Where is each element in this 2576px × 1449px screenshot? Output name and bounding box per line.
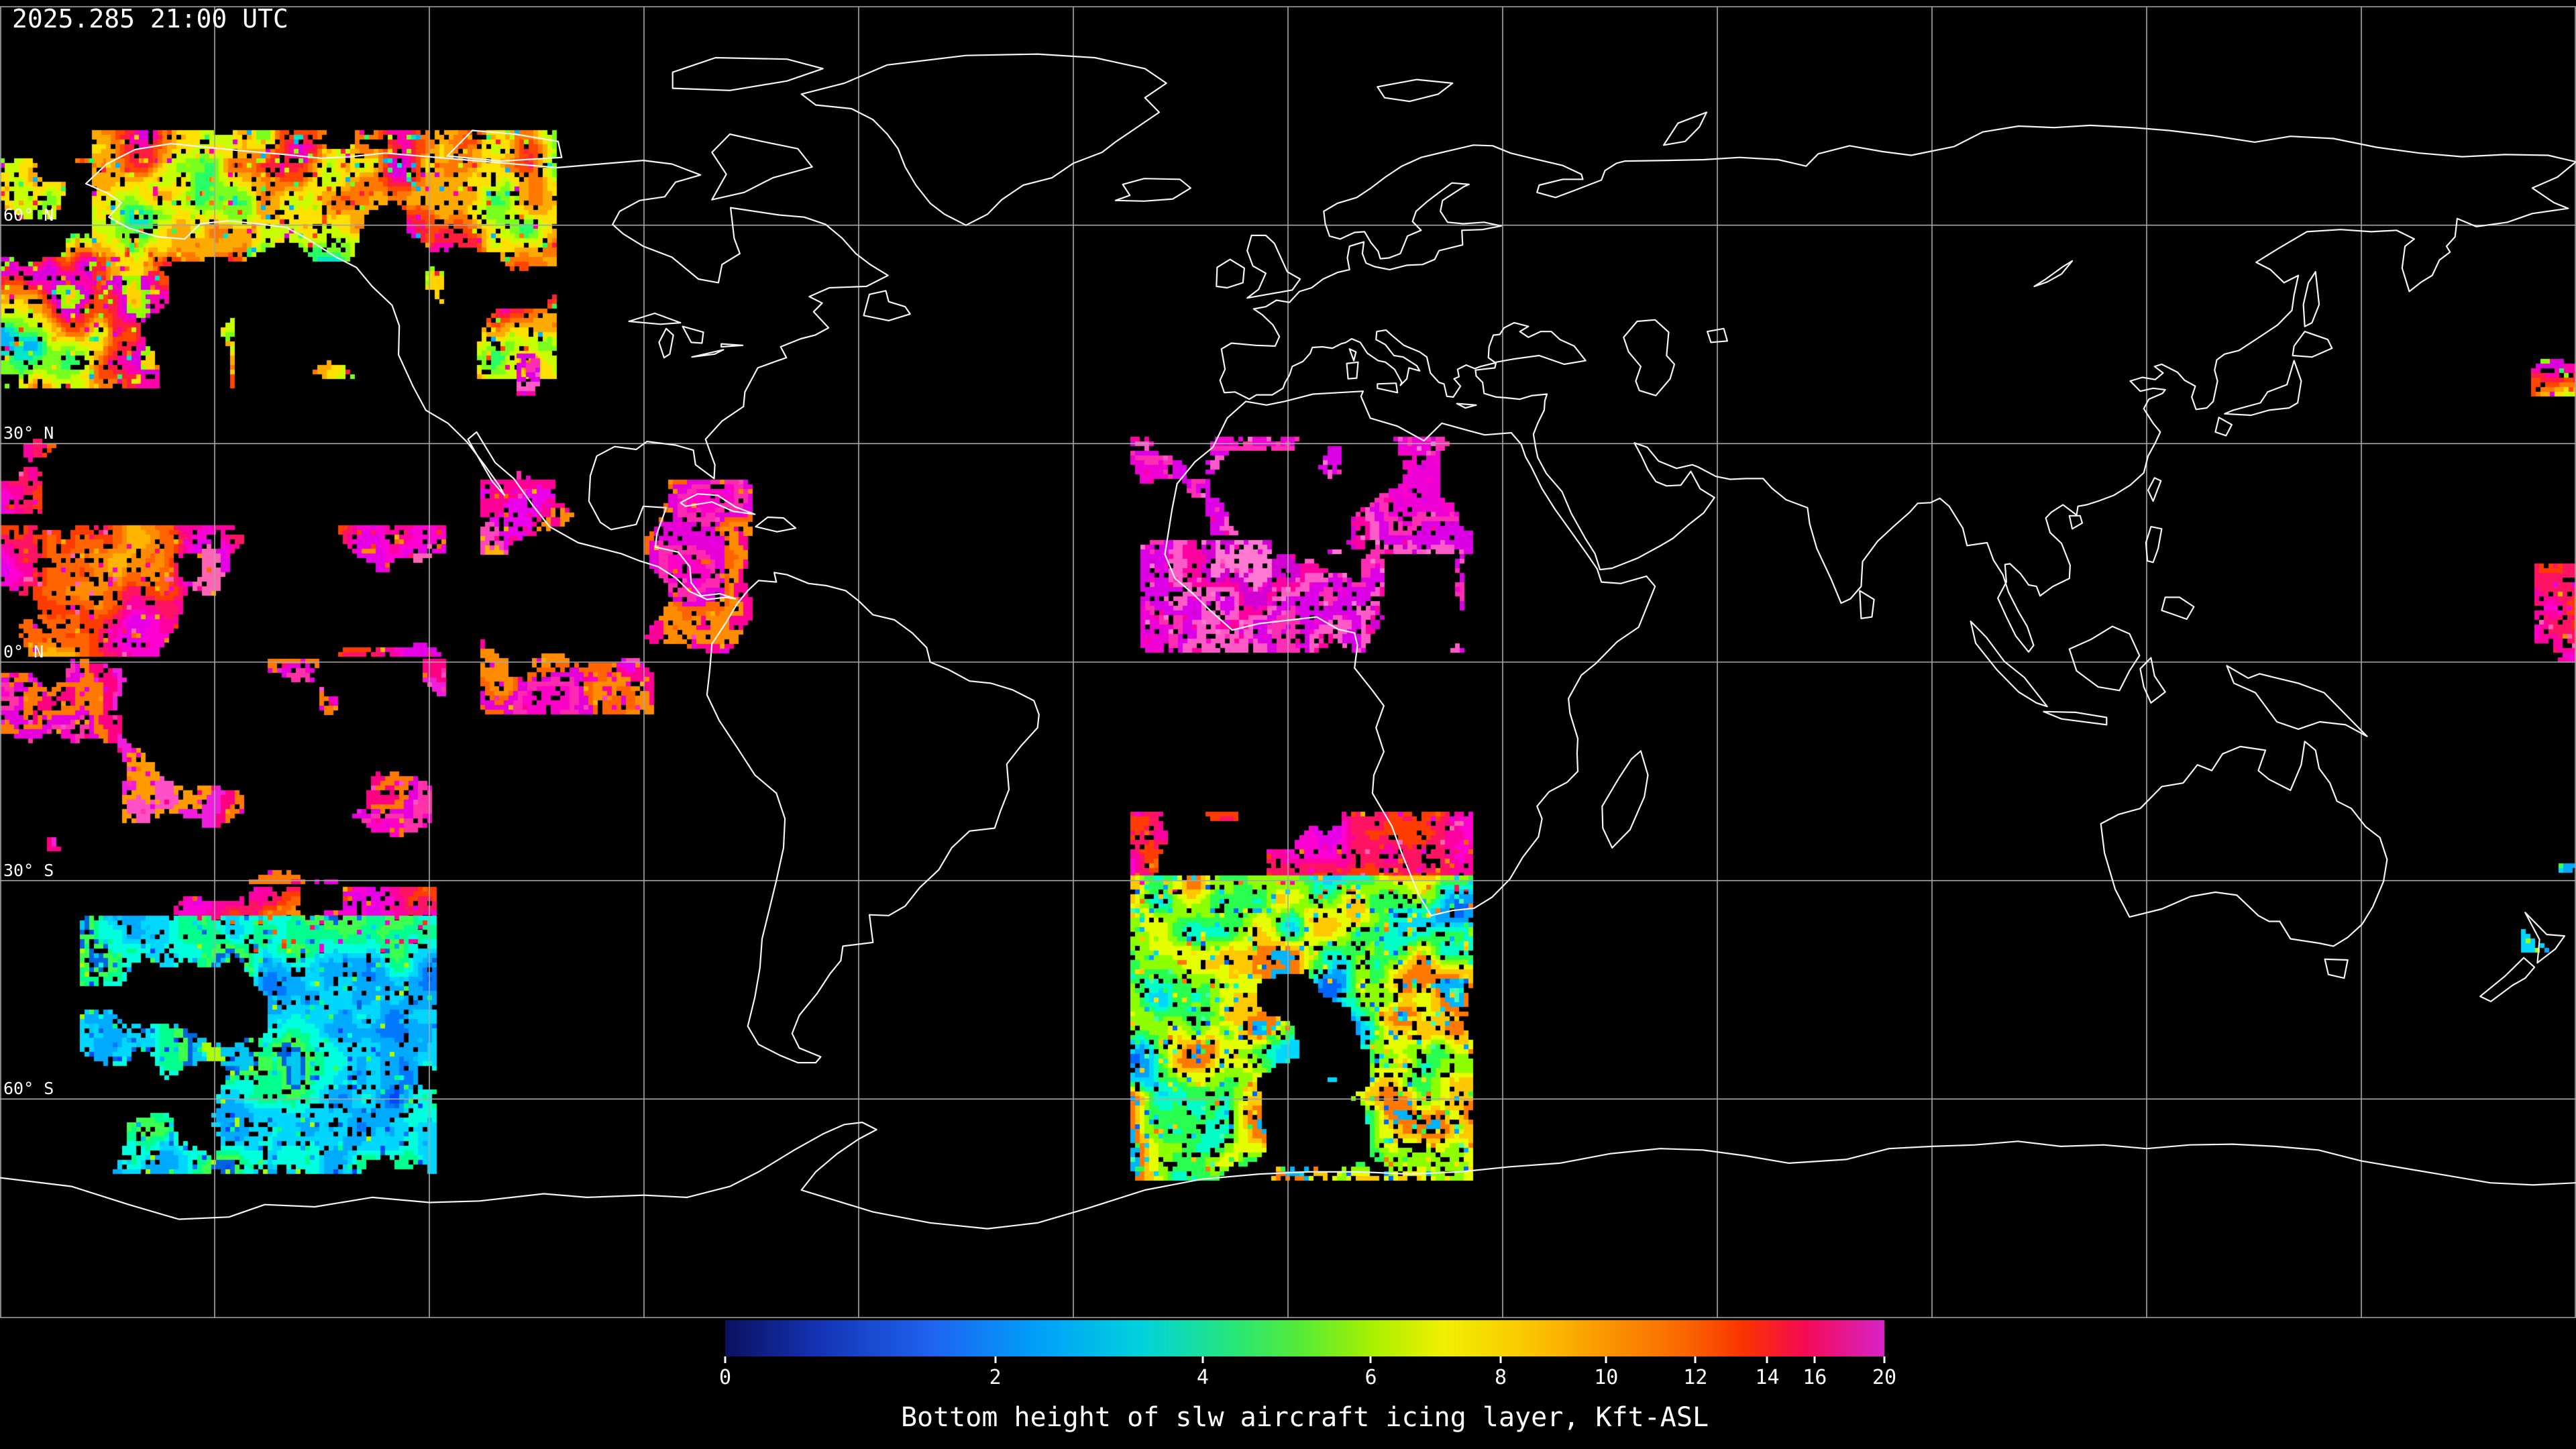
colorbar-tick-label: 14 <box>1755 1366 1780 1389</box>
coastline-lake-superior <box>628 312 682 325</box>
colorbar-tick-mark <box>1694 1356 1697 1363</box>
coastline-lake-huron <box>682 325 704 344</box>
coastline-java <box>2043 710 2108 726</box>
coastline-sri-lanka <box>1859 590 1875 620</box>
coastline-lake-michigan <box>658 327 674 359</box>
coastline-new-guinea <box>2226 665 2368 737</box>
coastline-taiwan <box>2147 477 2162 502</box>
colorbar-gradient <box>725 1320 1884 1356</box>
colorbar-tick-label: 16 <box>1803 1366 1827 1389</box>
lat-label--60: 60° S <box>3 1079 54 1099</box>
coastline-lake-baikal <box>2033 260 2074 287</box>
colorbar-tick-mark <box>1766 1356 1768 1363</box>
colorbar-tick-label: 20 <box>1872 1366 1897 1389</box>
coastline-borneo <box>2068 625 2141 692</box>
coastline-north-america <box>85 143 889 600</box>
coastline-ireland <box>1216 258 1246 289</box>
coastline-crete <box>1456 402 1477 409</box>
coastline-caspian-sea <box>1623 319 1676 396</box>
coastline-novaya-zemlya <box>1662 111 1708 146</box>
coastline-hispaniola <box>755 516 797 533</box>
coastline-eurasia <box>1219 124 2576 653</box>
coastline-sakhalin <box>2302 271 2320 327</box>
timestamp: 2025.285 21:00 UTC <box>12 4 288 34</box>
coastline-ellesmere-island <box>672 56 824 91</box>
coastline-africa <box>1164 390 1656 916</box>
coastline-honshu <box>2224 360 2302 417</box>
colorbar-tick-mark <box>1499 1356 1502 1363</box>
colorbar-tick-mark <box>994 1356 997 1363</box>
coastline-britain <box>1246 234 1301 299</box>
coastline-hainan <box>2068 515 2084 530</box>
coastline-sicily <box>1377 382 1399 394</box>
colorbar-tick-label: 6 <box>1364 1366 1377 1389</box>
lat-label-60: 60° N <box>3 205 54 225</box>
lat-label-30: 30° N <box>3 423 54 443</box>
coastline-baffin-island <box>711 133 813 201</box>
coastline-sardinia <box>1346 361 1359 380</box>
coastline-hokkaido <box>2292 331 2333 358</box>
coastline-sumatra <box>1970 621 2048 708</box>
coastline-svalbard <box>1377 78 1454 103</box>
coastline-lake-erie <box>691 349 724 358</box>
lat-label--30: 30° S <box>3 860 54 880</box>
colorbar-ticks: 0 2 4 6 8 10 12 14 16 20 <box>719 1356 1896 1399</box>
colorbar-title: Bottom height of slw aircraft icing laye… <box>900 1402 1709 1433</box>
coastline-iceland <box>1114 178 1192 202</box>
colorbar-legend: 0 2 4 6 8 10 12 14 16 20 Bottom height of slw air… <box>719 1320 1896 1433</box>
coastline-newfoundland <box>863 290 911 321</box>
coastline-mindanao <box>2161 596 2195 621</box>
colorbar-tick-label: 0 <box>718 1366 732 1389</box>
coastline-lake-ontario <box>720 343 744 348</box>
colorbar-tick-label: 12 <box>1683 1366 1708 1389</box>
coastline-victoria-island <box>446 129 563 162</box>
coastline-new-zealand-north <box>2524 912 2565 964</box>
colorbar-tick-mark <box>1369 1356 1372 1363</box>
coastline-kyushu <box>2214 417 2233 437</box>
coastline-cuba <box>680 493 756 515</box>
colorbar-tick-mark <box>724 1356 727 1363</box>
coastline-madagascar <box>1601 750 1649 849</box>
coastline-new-zealand-south <box>2479 957 2536 1003</box>
colorbar-tick-label: 10 <box>1594 1366 1619 1389</box>
coastline-greenland <box>800 53 1167 226</box>
colorbar-tick-mark <box>1201 1356 1204 1363</box>
coastline-australia <box>2100 741 2388 947</box>
coastline-aral-sea <box>1707 327 1728 343</box>
coastline-luzon <box>2145 525 2163 564</box>
colorbar-tick-mark <box>1883 1356 1886 1363</box>
colorbar-tick-mark <box>1605 1356 1607 1363</box>
coastline-corsica <box>1348 348 1357 362</box>
coastline-south-america <box>706 572 1040 1064</box>
colorbar-tick-label: 2 <box>989 1366 1002 1389</box>
coastline-sulawesi <box>2139 657 2166 704</box>
lat-label-0: 0° N <box>3 642 44 661</box>
colorbar-tick-label: 4 <box>1196 1366 1209 1389</box>
colorbar-tick-mark <box>1813 1356 1816 1363</box>
coastline-antarctica <box>0 1121 2576 1230</box>
colorbar-tick-label: 8 <box>1495 1366 1507 1389</box>
coastline-tasmania <box>2324 958 2349 979</box>
